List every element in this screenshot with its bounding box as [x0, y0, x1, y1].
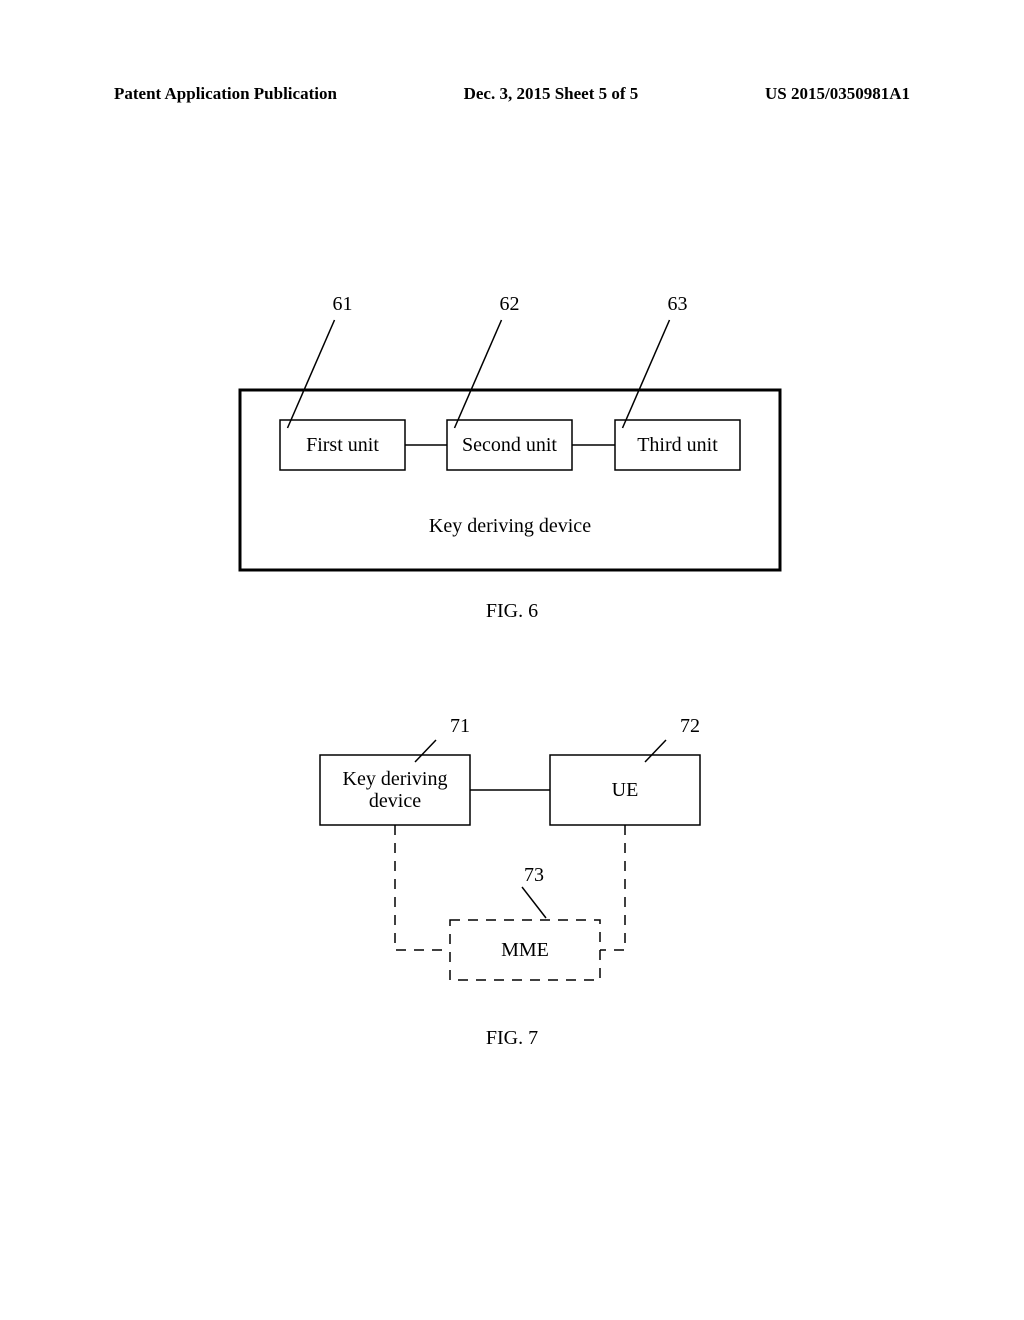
leader-72 — [645, 740, 666, 762]
fig7-caption: FIG. 7 — [0, 1027, 1024, 1050]
connector-ue-mme — [600, 825, 625, 950]
header-center: Dec. 3, 2015 Sheet 5 of 5 — [464, 84, 639, 104]
page: Patent Application Publication Dec. 3, 2… — [0, 0, 1024, 1320]
key-deriving-device-container — [240, 390, 780, 570]
ref-61: 61 — [333, 293, 353, 315]
ref-62: 62 — [500, 293, 520, 315]
kdd-label-0: Key deriving — [343, 768, 448, 790]
fig6-diagram: First unit 61 Second unit 62 Third unit 63 Key… — [230, 280, 790, 620]
fig7-diagram: Key derivingdevice UE MME 71 72 73 — [300, 710, 720, 1050]
fig6-svg: First unit 61 Second unit 62 Third unit 63 Key… — [230, 280, 790, 580]
ue-label: UE — [612, 779, 639, 801]
first-unit-box-label: First unit — [306, 434, 379, 456]
leader-62 — [455, 320, 502, 428]
ref-73: 73 — [524, 864, 544, 886]
fig6-caption: FIG. 6 — [0, 600, 1024, 623]
ref-63: 63 — [668, 293, 688, 315]
second-unit-box-label: Second unit — [462, 434, 557, 456]
fig7-svg: Key derivingdevice UE MME 71 72 73 — [300, 710, 720, 1010]
header-left: Patent Application Publication — [114, 84, 337, 104]
kdd-label-1: device — [369, 790, 421, 812]
leader-61 — [288, 320, 335, 428]
page-header: Patent Application Publication Dec. 3, 2… — [0, 84, 1024, 104]
leader-73 — [522, 887, 546, 918]
third-unit-box-label: Third unit — [637, 434, 718, 456]
ref-72: 72 — [680, 715, 700, 737]
leader-71 — [415, 740, 436, 762]
leader-63 — [623, 320, 670, 428]
connector-kdd-mme — [395, 825, 450, 950]
ref-71: 71 — [450, 715, 470, 737]
header-right: US 2015/0350981A1 — [765, 84, 910, 104]
mme-label: MME — [501, 939, 549, 961]
container-label: Key deriving device — [429, 515, 591, 537]
